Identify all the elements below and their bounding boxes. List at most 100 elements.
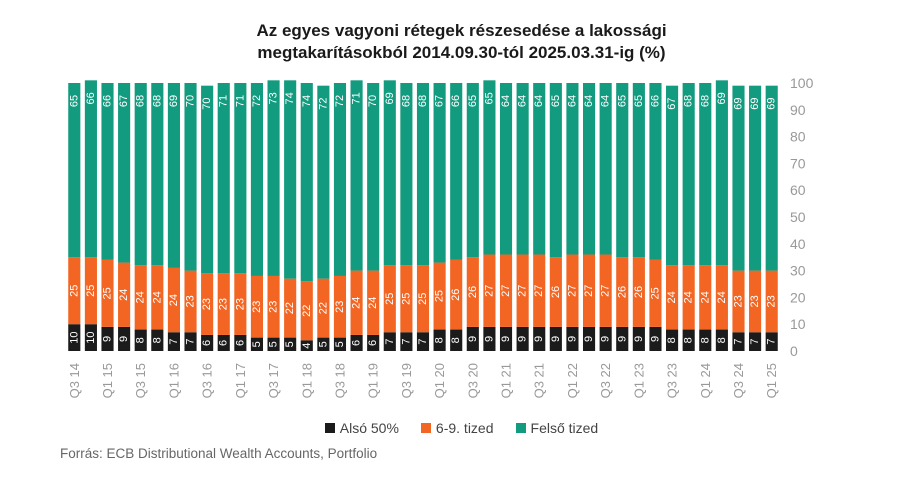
x-tick-label: Q3 19 [399, 363, 414, 398]
bar-value-label: 72 [334, 95, 346, 107]
bar-value-label: 25 [417, 293, 429, 305]
bar-value-label: 22 [301, 305, 313, 317]
bar-value-label: 25 [400, 293, 412, 305]
bar-segment [499, 254, 513, 327]
bar-segment [450, 83, 463, 260]
bar-segment [765, 85, 778, 271]
bar-segment [101, 326, 114, 351]
bar-value-label: 5 [284, 341, 296, 347]
bar-segment [284, 337, 297, 351]
bar-value-label: 25 [434, 290, 446, 302]
bar-segment [749, 85, 762, 271]
bar-value-label: 23 [185, 295, 197, 307]
bar-value-label: 24 [351, 297, 363, 309]
bar-segment [250, 337, 264, 351]
x-tick-label: Q3 24 [731, 363, 746, 398]
bar-segment [217, 273, 230, 335]
bar-segment [699, 265, 712, 330]
bar-value-label: 24 [367, 297, 379, 309]
bar-segment [167, 83, 180, 268]
bar-segment [416, 265, 430, 333]
bar-segment [300, 340, 313, 351]
bar-value-label: 6 [201, 340, 213, 346]
bar-value-label: 6 [234, 340, 246, 346]
y-tick-label: 60 [790, 182, 806, 198]
bar-segment [450, 329, 463, 351]
bar-value-label: 10 [68, 331, 80, 343]
bar-value-label: 69 [168, 95, 180, 107]
bar-value-label: 66 [102, 95, 114, 107]
bar-segment [234, 83, 247, 274]
bar-value-label: 24 [168, 294, 180, 306]
bar-value-label: 70 [185, 95, 197, 107]
y-tick-label: 30 [790, 263, 806, 279]
bar-value-label: 6 [351, 340, 363, 346]
x-tick-label: Q1 25 [764, 363, 779, 398]
bar-value-label: 25 [85, 285, 97, 297]
bar-value-label: 7 [766, 339, 778, 345]
bar-value-label: 9 [118, 336, 130, 342]
bar-segment [118, 262, 131, 327]
bar-segment [715, 265, 728, 330]
bar-value-label: 68 [151, 95, 163, 107]
bar-value-label: 7 [417, 339, 429, 345]
bar-value-label: 68 [683, 95, 695, 107]
bar-segment [433, 262, 446, 330]
bar-value-label: 23 [268, 301, 280, 313]
bar-segment [118, 326, 131, 351]
x-tick-label: Q3 17 [266, 363, 281, 398]
bar-value-label: 8 [666, 337, 678, 343]
bar-segment [84, 324, 97, 351]
bar-value-label: 8 [716, 337, 728, 343]
bar-value-label: 24 [151, 291, 163, 303]
bar-value-label: 65 [550, 95, 562, 107]
bar-value-label: 23 [749, 295, 761, 307]
bar-segment [582, 254, 596, 327]
bar-value-label: 67 [118, 95, 130, 107]
bar-segment [616, 257, 629, 327]
legend-swatch-6-9-tized [420, 423, 431, 433]
bar-segment [533, 254, 546, 327]
bar-value-label: 27 [500, 285, 512, 297]
bar-segment [167, 332, 180, 351]
bar-segment [267, 275, 280, 338]
bar-value-label: 74 [284, 92, 296, 104]
bar-segment [317, 337, 330, 351]
bar-segment [84, 257, 97, 325]
bar-segment [666, 85, 679, 266]
bar-value-label: 8 [135, 337, 147, 343]
bar-segment [367, 270, 380, 335]
chart-title: Az egyes vagyoni rétegek részesedése a l… [0, 20, 923, 64]
bar-value-label: 4 [301, 343, 313, 349]
legend: Alsó 50% 6-9. tized Felső tized [0, 420, 923, 436]
legend-label-6-9-tized: 6-9. tized [435, 420, 494, 436]
bar-value-label: 9 [583, 336, 595, 342]
bar-value-label: 9 [500, 336, 512, 342]
bar-value-label: 66 [649, 95, 661, 107]
bar-segment [367, 83, 380, 271]
bar-segment [749, 270, 762, 333]
bar-value-label: 22 [317, 302, 329, 314]
bar-value-label: 8 [699, 337, 711, 343]
bar-value-label: 9 [633, 336, 645, 342]
bar-segment [151, 83, 164, 266]
bar-value-label: 64 [566, 95, 578, 107]
bar-value-label: 27 [583, 285, 595, 297]
bar-segment [201, 334, 214, 351]
bar-segment [317, 278, 330, 338]
bar-segment [699, 83, 712, 266]
bar-value-label: 10 [85, 331, 97, 343]
bar-value-label: 23 [201, 298, 213, 310]
bar-segment [118, 83, 131, 263]
bar-value-label: 64 [500, 95, 512, 107]
bar-segment [516, 83, 529, 255]
bar-segment [184, 270, 197, 333]
y-tick-label: 10 [790, 316, 806, 332]
bar-segment [682, 329, 695, 351]
bar-value-label: 64 [600, 95, 612, 107]
x-tick-label: Q1 20 [432, 363, 447, 398]
bar-segment [483, 326, 496, 351]
bar-segment [549, 326, 562, 351]
bar-value-label: 25 [649, 287, 661, 299]
bar-segment [300, 83, 313, 282]
